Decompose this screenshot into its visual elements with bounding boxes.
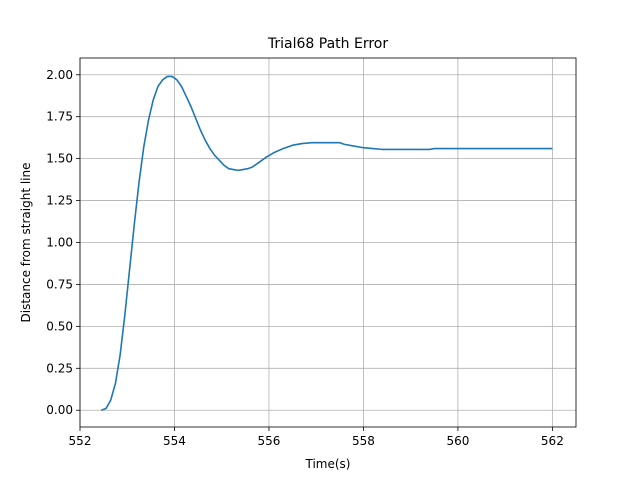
y-tick-label: 0.75 — [46, 277, 73, 291]
y-axis-title: Distance from straight line — [19, 162, 33, 322]
series-line — [100, 75, 553, 411]
x-tick-label: 562 — [541, 434, 564, 448]
y-tick-label: 2.00 — [46, 68, 73, 82]
y-tick-label: 1.75 — [46, 110, 73, 124]
grid-lines — [79, 58, 576, 427]
x-tick-label: 556 — [257, 434, 280, 448]
x-axis-title: Time(s) — [305, 457, 351, 471]
y-tick-label: 0.00 — [46, 403, 73, 417]
y-tick-label: 0.25 — [46, 361, 73, 375]
x-tick-label: 552 — [69, 434, 92, 448]
y-axis-ticks: 0.00 0.25 0.50 0.75 1.00 1.25 1.50 1.75 2.00 — [46, 68, 80, 417]
x-tick-label: 560 — [446, 434, 469, 448]
series-layer — [100, 75, 553, 411]
x-tick-label: 558 — [352, 434, 375, 448]
y-tick-label: 1.25 — [46, 194, 73, 208]
x-axis-ticks: 552 554 556 558 560 562 — [69, 427, 564, 448]
y-tick-label: 0.50 — [46, 319, 73, 333]
y-tick-label: 1.50 — [46, 152, 73, 166]
x-tick-label: 554 — [163, 434, 186, 448]
y-tick-label: 1.00 — [46, 236, 73, 250]
chart-title: Trial68 Path Error — [267, 36, 388, 52]
